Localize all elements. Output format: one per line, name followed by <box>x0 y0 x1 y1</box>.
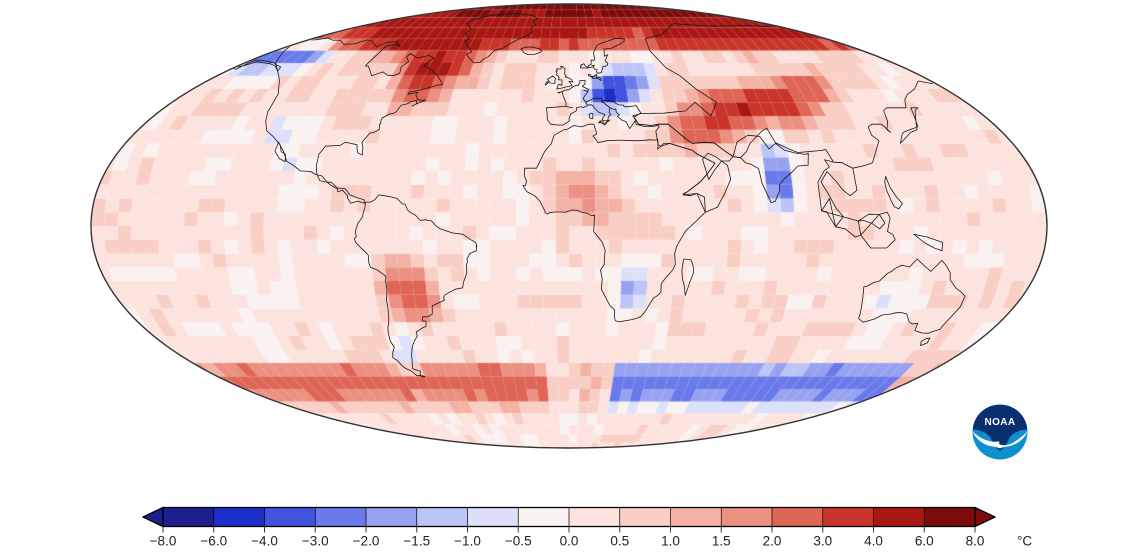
svg-text:NOAA: NOAA <box>984 417 1015 428</box>
